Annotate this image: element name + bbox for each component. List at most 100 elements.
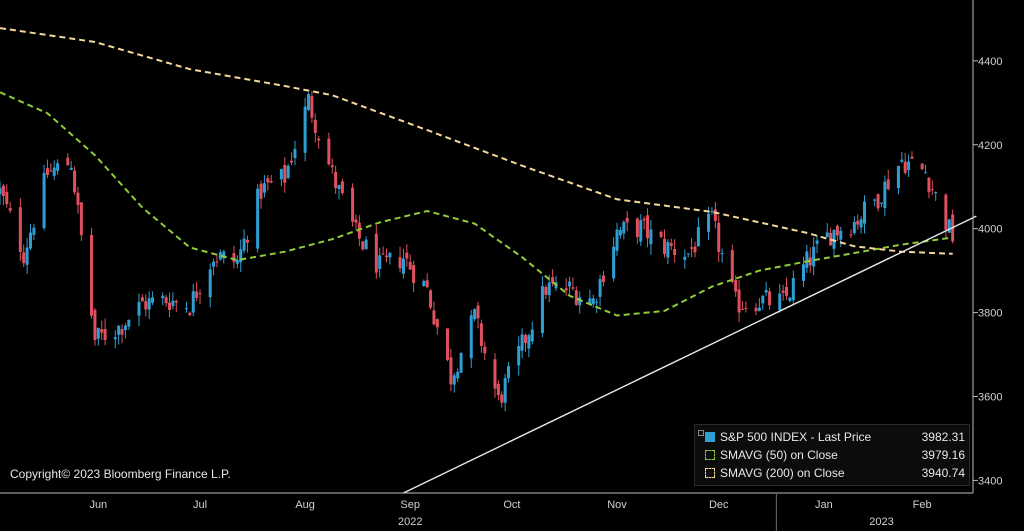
- candle-body: [523, 334, 527, 344]
- candle-body: [144, 301, 148, 310]
- candle-body: [42, 172, 46, 229]
- candle-body: [449, 357, 453, 385]
- candle-body: [873, 199, 877, 201]
- y-tick-label: 4400: [978, 56, 1002, 68]
- legend-item-smavg200[interactable]: SMAVG (200) on Close 3940.74: [701, 464, 965, 482]
- candle-body: [527, 335, 531, 349]
- candle-body: [947, 219, 951, 233]
- candle-body: [690, 247, 694, 249]
- candle-body: [69, 167, 73, 170]
- y-tick-label: 3400: [978, 475, 1002, 487]
- candle-body: [815, 240, 819, 244]
- candle-body: [381, 253, 385, 255]
- candle-body: [327, 138, 331, 165]
- legend-value: 3982.31: [921, 430, 965, 444]
- candle-body: [334, 171, 338, 189]
- candle-body: [924, 172, 928, 174]
- x-tick-label: Nov: [607, 499, 627, 511]
- candle-body: [286, 165, 290, 178]
- candle-body: [530, 329, 534, 342]
- candle-body: [303, 106, 307, 153]
- candle-body: [896, 165, 900, 189]
- candle-body: [788, 297, 792, 302]
- x-tick-label: Jan: [815, 499, 833, 511]
- candle-body: [459, 353, 463, 373]
- candle-body: [886, 179, 890, 190]
- candle-body: [686, 253, 690, 255]
- candle-body: [900, 159, 904, 162]
- candle-body: [801, 264, 805, 281]
- candle-body: [734, 280, 738, 292]
- candle-body: [330, 165, 334, 168]
- candle-body: [635, 218, 639, 237]
- candle-body: [208, 269, 212, 298]
- candle-body: [49, 170, 53, 172]
- moving-averages: [0, 27, 953, 317]
- y-tick-label: 4000: [978, 224, 1002, 236]
- candle-body: [588, 298, 592, 304]
- candle-body: [832, 230, 836, 249]
- legend-swatch-smavg200: [705, 468, 715, 478]
- legend-item-price[interactable]: S&P 500 INDEX - Last Price 3982.31: [701, 428, 965, 446]
- candle-body: [412, 265, 416, 283]
- y-axis: 3400 3600 3800 4000 4200 4400: [973, 56, 1002, 487]
- candle-body: [493, 359, 497, 389]
- candle-body: [151, 297, 155, 303]
- candle-body: [574, 290, 578, 305]
- y-tick-label: 3600: [978, 391, 1002, 403]
- candle-body: [337, 185, 341, 189]
- candle-body: [25, 247, 29, 265]
- candle-body: [768, 291, 772, 306]
- candle-body: [551, 277, 555, 284]
- candle-body: [140, 297, 144, 302]
- legend-collapse-icon[interactable]: [698, 430, 704, 436]
- candle-body: [364, 239, 368, 250]
- candle-body: [307, 94, 311, 111]
- candle-body: [310, 95, 314, 118]
- candle-body: [879, 202, 883, 204]
- candle-body: [781, 290, 785, 293]
- candle-body: [673, 248, 677, 256]
- candle-body: [730, 250, 734, 282]
- candle-body: [123, 325, 127, 331]
- candle-body: [269, 180, 273, 183]
- candle-body: [578, 297, 582, 306]
- candle-body: [496, 383, 500, 396]
- candle-body: [422, 281, 426, 286]
- candle-body: [96, 327, 100, 339]
- legend-value: 3979.16: [921, 448, 965, 462]
- candle-body: [883, 181, 887, 209]
- candle-body: [520, 334, 524, 351]
- candle-body: [540, 286, 544, 334]
- candle-body: [222, 251, 226, 259]
- candle-body: [761, 295, 765, 304]
- candle-body: [174, 300, 178, 303]
- candle-body: [839, 230, 843, 240]
- candle-body: [740, 308, 744, 310]
- candle-body: [8, 208, 12, 211]
- candle-body: [791, 278, 795, 301]
- candle-body: [259, 183, 263, 199]
- candle-body: [235, 259, 239, 264]
- candle-body: [693, 246, 697, 253]
- candle-body: [666, 242, 670, 258]
- candle-body: [547, 282, 551, 296]
- candle-body: [805, 251, 809, 268]
- legend-item-smavg50[interactable]: SMAVG (50) on Close 3979.16: [701, 446, 965, 464]
- candle-body: [191, 291, 195, 313]
- candle-body: [127, 319, 131, 327]
- candle-body: [507, 366, 511, 379]
- candle-body: [29, 232, 33, 249]
- candle-body: [500, 394, 504, 403]
- candle-body: [764, 290, 768, 293]
- candle-body: [595, 301, 599, 303]
- smavg50-line: [0, 91, 953, 317]
- candle-body: [56, 163, 60, 171]
- candle-body: [388, 252, 392, 258]
- candle-body: [808, 257, 812, 266]
- candle-body: [256, 188, 260, 249]
- y-tick-label: 4200: [978, 140, 1002, 152]
- candle-body: [245, 239, 249, 243]
- x-tick-label: Jun: [89, 499, 107, 511]
- candle-body: [137, 301, 141, 316]
